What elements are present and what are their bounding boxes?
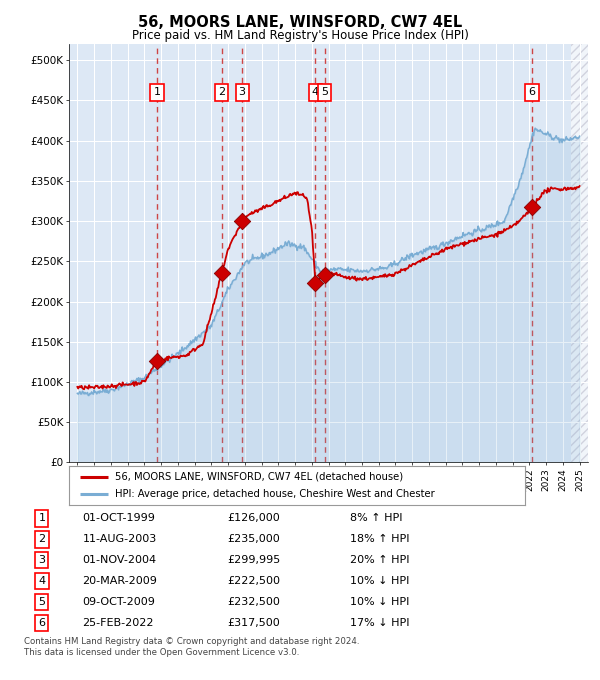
Text: 3: 3	[239, 88, 245, 97]
Point	[311, 278, 320, 289]
Text: 8% ↑ HPI: 8% ↑ HPI	[350, 513, 403, 524]
Text: 20% ↑ HPI: 20% ↑ HPI	[350, 556, 410, 565]
Text: 10% ↓ HPI: 10% ↓ HPI	[350, 597, 410, 607]
Text: 1: 1	[154, 88, 160, 97]
Text: 25-FEB-2022: 25-FEB-2022	[83, 618, 154, 628]
Text: 17% ↓ HPI: 17% ↓ HPI	[350, 618, 410, 628]
Text: 01-OCT-1999: 01-OCT-1999	[83, 513, 155, 524]
Text: £299,995: £299,995	[227, 556, 281, 565]
Text: 6: 6	[38, 618, 46, 628]
Text: £235,000: £235,000	[227, 534, 280, 545]
Text: 56, MOORS LANE, WINSFORD, CW7 4EL (detached house): 56, MOORS LANE, WINSFORD, CW7 4EL (detac…	[115, 472, 403, 481]
Text: 10% ↓ HPI: 10% ↓ HPI	[350, 577, 410, 586]
Text: £126,000: £126,000	[227, 513, 280, 524]
Text: 2: 2	[218, 88, 225, 97]
Text: £232,500: £232,500	[227, 597, 281, 607]
Text: 4: 4	[312, 88, 319, 97]
Text: 18% ↑ HPI: 18% ↑ HPI	[350, 534, 410, 545]
Text: 11-AUG-2003: 11-AUG-2003	[83, 534, 157, 545]
Point	[152, 356, 161, 367]
Text: HPI: Average price, detached house, Cheshire West and Chester: HPI: Average price, detached house, Ches…	[115, 490, 434, 499]
Text: This data is licensed under the Open Government Licence v3.0.: This data is licensed under the Open Gov…	[24, 648, 299, 657]
Text: Price paid vs. HM Land Registry's House Price Index (HPI): Price paid vs. HM Land Registry's House …	[131, 29, 469, 42]
Text: 01-NOV-2004: 01-NOV-2004	[83, 556, 157, 565]
Text: 09-OCT-2009: 09-OCT-2009	[83, 597, 155, 607]
Point	[217, 268, 226, 279]
Bar	[571, 44, 588, 462]
Text: 5: 5	[321, 88, 328, 97]
Text: 56, MOORS LANE, WINSFORD, CW7 4EL: 56, MOORS LANE, WINSFORD, CW7 4EL	[138, 15, 462, 30]
Text: 2: 2	[38, 534, 46, 545]
Text: 3: 3	[38, 556, 46, 565]
Text: 5: 5	[38, 597, 46, 607]
Text: 20-MAR-2009: 20-MAR-2009	[83, 577, 157, 586]
Text: £317,500: £317,500	[227, 618, 280, 628]
Text: £222,500: £222,500	[227, 577, 281, 586]
Text: Contains HM Land Registry data © Crown copyright and database right 2024.: Contains HM Land Registry data © Crown c…	[24, 637, 359, 646]
Text: 1: 1	[38, 513, 46, 524]
Point	[238, 216, 247, 226]
Point	[320, 270, 329, 281]
Text: 6: 6	[529, 88, 535, 97]
Point	[527, 201, 537, 212]
Text: 4: 4	[38, 577, 46, 586]
